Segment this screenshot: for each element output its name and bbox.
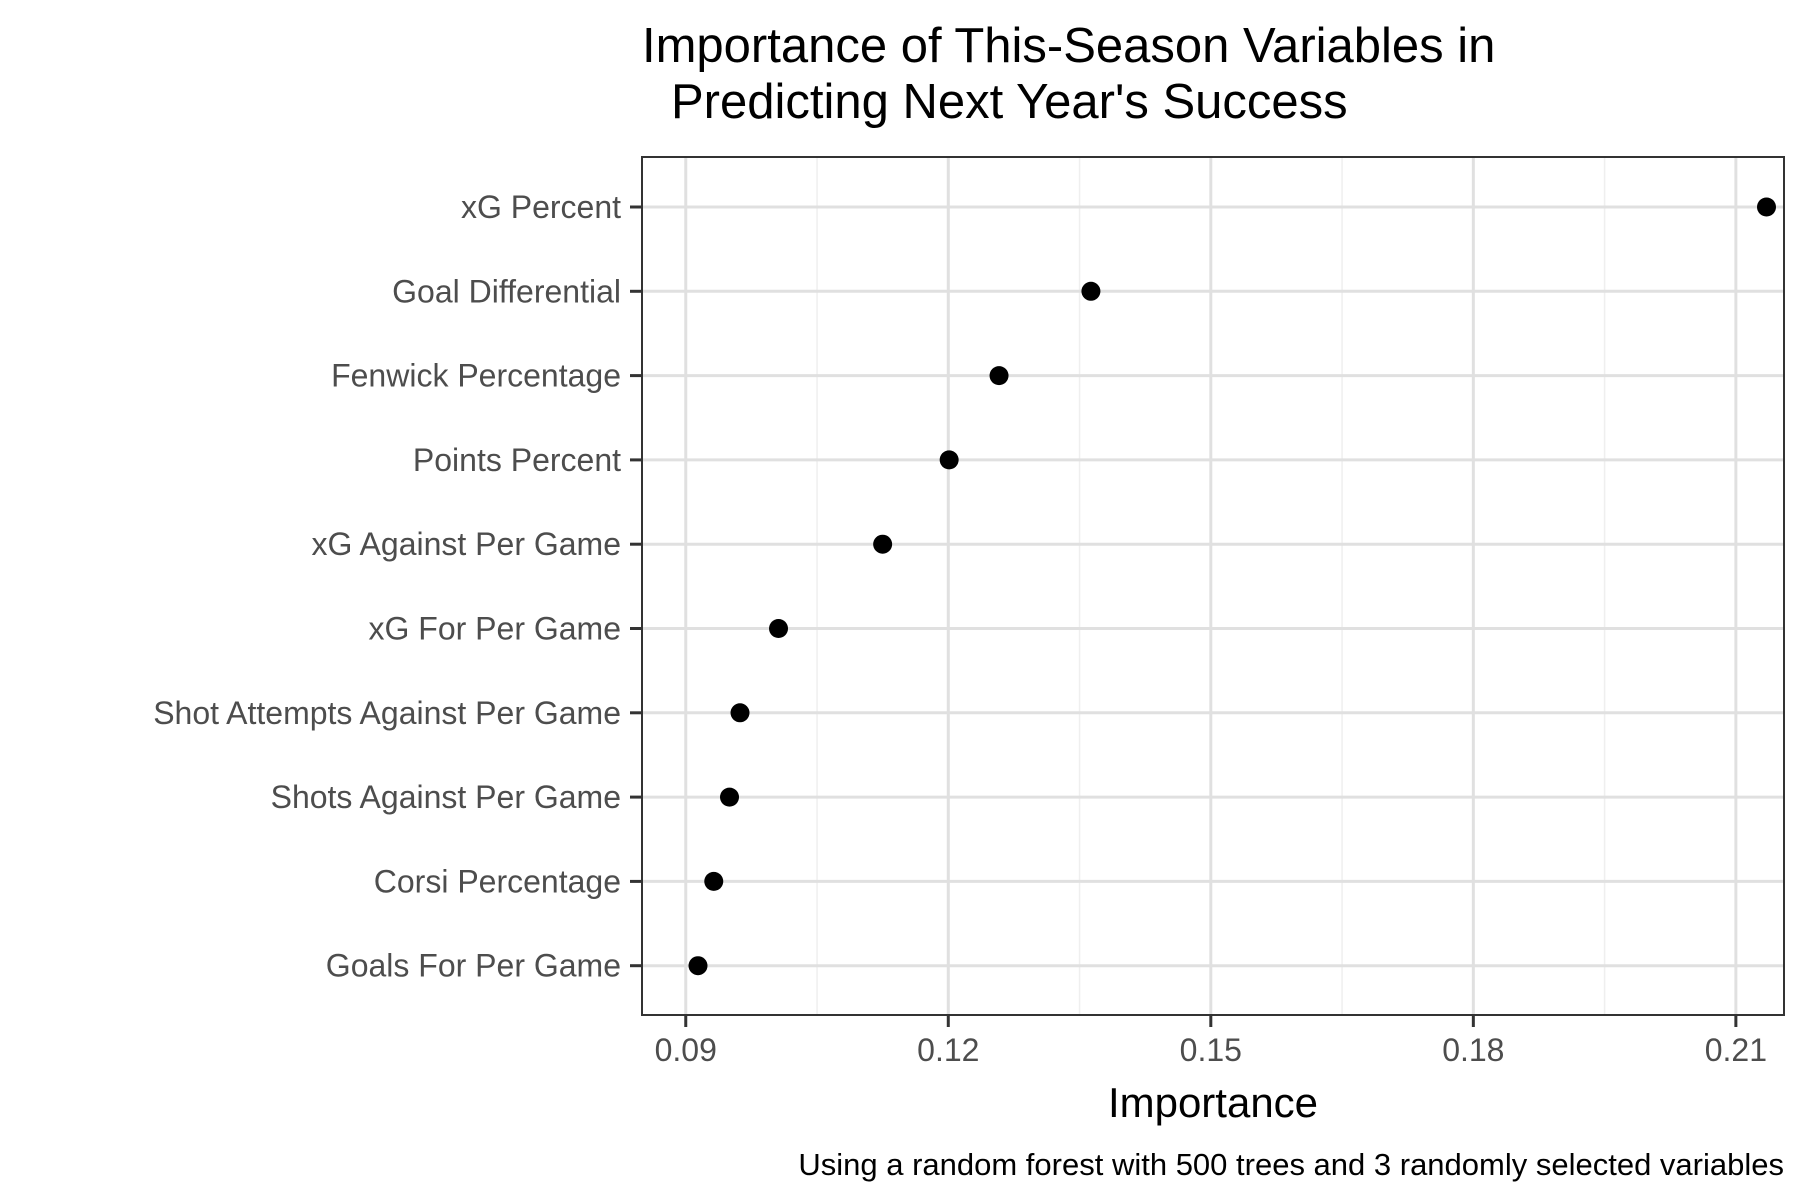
x-tick-label: 0.09 — [655, 1032, 717, 1068]
data-point — [873, 534, 893, 554]
data-point — [730, 703, 750, 723]
x-axis: 0.09 0.12 0.15 0.18 0.21 — [655, 1015, 1767, 1068]
y-tick-label: Goals For Per Game — [326, 948, 621, 984]
x-tick-label: 0.18 — [1442, 1032, 1504, 1068]
y-tick-label: xG Against Per Game — [312, 526, 621, 562]
data-point — [720, 787, 740, 807]
data-point — [769, 619, 789, 638]
y-tick-label: Goal Differential — [392, 273, 621, 309]
x-tick-label: 0.12 — [917, 1032, 979, 1068]
plot-panel — [641, 156, 1785, 1016]
chart-caption: Using a random forest with 500 trees and… — [798, 1147, 1784, 1182]
data-point — [704, 871, 724, 891]
x-tick-label: 0.15 — [1180, 1032, 1242, 1068]
data-point — [939, 450, 959, 470]
data-points — [688, 197, 1776, 976]
chart-title-line-2: Predicting Next Year's Success — [671, 75, 1348, 129]
grid-lines — [642, 157, 1784, 1015]
y-tick-label: Corsi Percentage — [374, 863, 621, 899]
y-tick-label: Fenwick Percentage — [331, 358, 621, 394]
data-point — [1756, 197, 1776, 217]
x-axis-title: Importance — [1108, 1079, 1318, 1126]
x-tick-label: 0.21 — [1705, 1032, 1767, 1068]
data-point — [688, 956, 708, 976]
y-tick-label: xG For Per Game — [369, 611, 622, 647]
y-axis: xG Percent Goal Differential Fenwick Perce… — [153, 189, 642, 984]
data-point — [1081, 281, 1101, 301]
y-tick-label: Shot Attempts Against Per Game — [153, 695, 621, 731]
y-tick-label: Points Percent — [413, 442, 621, 478]
y-tick-label: Shots Against Per Game — [271, 779, 621, 815]
chart-title-line-1: Importance of This-Season Variables in — [642, 19, 1495, 73]
data-point — [989, 366, 1009, 386]
y-tick-label: xG Percent — [461, 189, 621, 225]
